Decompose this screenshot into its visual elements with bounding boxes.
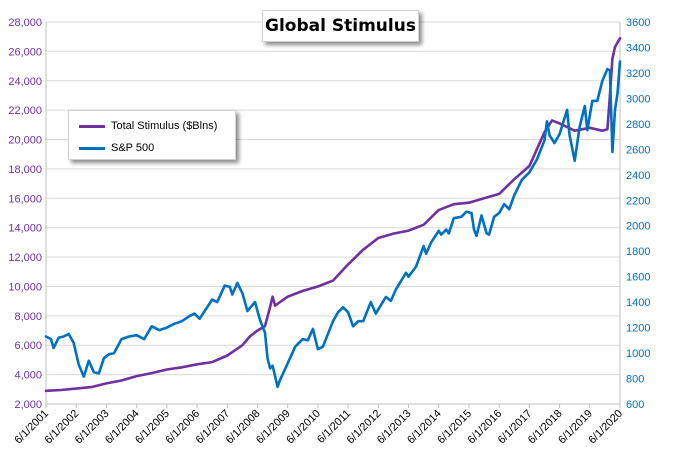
y-axis-left-labels: 2,000 4,000 6,000 8,000 10,000 12,000 14,000 16… [8, 17, 42, 411]
chart-title-box: Global Stimulus [262, 10, 419, 42]
y-left-tick-label: 16,000 [8, 193, 42, 205]
y-left-tick-label: 6,000 [14, 340, 42, 352]
y-left-tick-label: 28,000 [8, 17, 42, 29]
y-left-tick-label: 18,000 [8, 164, 42, 176]
y-right-tick-label: 1800 [626, 246, 650, 258]
legend: Total Stimulus ($Blns) S&P 500 [68, 110, 236, 160]
y-left-tick-label: 20,000 [8, 135, 42, 147]
y-left-tick-label: 8,000 [14, 311, 42, 323]
legend-swatch-sp500 [79, 146, 105, 150]
y-right-tick-label: 1200 [626, 323, 650, 335]
y-right-tick-label: 1000 [626, 348, 650, 360]
y-right-tick-label: 3400 [626, 42, 650, 54]
y-right-tick-label: 3600 [626, 17, 650, 29]
legend-label-total-stimulus: Total Stimulus ($Blns) [111, 120, 218, 132]
x-axis-labels: 6/1/20016/1/20026/1/20036/1/20046/1/2005… [12, 404, 625, 446]
series-line-total-stimulus [44, 36, 622, 393]
y-right-tick-label: 2000 [626, 221, 650, 233]
y-left-tick-label: 26,000 [8, 46, 42, 58]
y-left-tick-label: 24,000 [8, 76, 42, 88]
y-left-tick-label: 14,000 [8, 223, 42, 235]
gridlines [46, 21, 620, 405]
y-right-tick-label: 3000 [626, 93, 650, 105]
legend-entry-total-stimulus: Total Stimulus ($Blns) [79, 119, 217, 133]
y-left-tick-label: 4,000 [14, 370, 42, 382]
y-right-tick-label: 600 [626, 399, 644, 411]
y-right-tick-label: 1400 [626, 297, 650, 309]
y-left-tick-label: 2,000 [14, 399, 42, 411]
series-line-sp500 [44, 60, 622, 389]
y-right-tick-label: 1600 [626, 272, 650, 284]
y-right-tick-label: 2200 [626, 195, 650, 207]
y-right-tick-label: 2600 [626, 144, 650, 156]
chart-title: Global Stimulus [265, 16, 416, 36]
legend-entry-sp500: S&P 500 [79, 141, 154, 155]
y-right-tick-label: 3200 [626, 68, 650, 80]
legend-swatch-total-stimulus [79, 124, 105, 128]
y-axis-right-labels: 600 800 1000 1200 1400 1600 1800 2000 2200 2400 26… [626, 17, 650, 411]
y-right-tick-label: 2400 [626, 170, 650, 182]
y-right-tick-label: 2800 [626, 119, 650, 131]
y-left-tick-label: 22,000 [8, 105, 42, 117]
y-left-tick-label: 10,000 [8, 281, 42, 293]
y-right-tick-label: 800 [626, 374, 644, 386]
y-left-tick-label: 12,000 [8, 252, 42, 264]
legend-label-sp500: S&P 500 [111, 142, 155, 154]
